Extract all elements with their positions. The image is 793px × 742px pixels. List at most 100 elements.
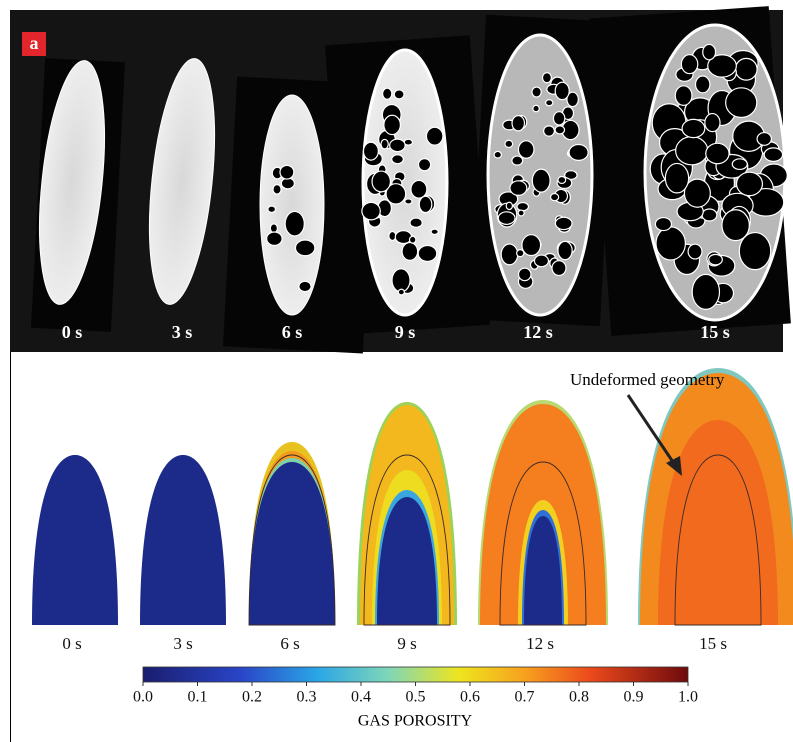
ct-pore	[392, 155, 404, 164]
ct-pore	[551, 194, 559, 201]
ct-pore	[270, 224, 277, 233]
ct-pore	[285, 211, 304, 236]
ct-pore	[280, 165, 294, 179]
ct-pore	[295, 240, 314, 256]
ct-pore	[381, 139, 388, 148]
ct-pore	[426, 127, 442, 145]
ct-pore	[512, 116, 524, 131]
page: {"panel_label": "a", "ct_panel": {"time_…	[0, 0, 793, 742]
ct-pore	[517, 250, 524, 257]
ct-pore	[675, 86, 692, 106]
ct-pore	[682, 119, 705, 137]
ct-pore	[418, 159, 430, 171]
ct-pore	[702, 209, 717, 221]
ct-pore	[411, 180, 427, 198]
ct-pore	[273, 185, 281, 194]
ct-pore	[267, 232, 282, 245]
ct-pore	[419, 196, 432, 212]
ct-pore	[656, 227, 685, 260]
colorbar-tick-label: 0.1	[188, 689, 208, 706]
ct-pore	[555, 217, 572, 229]
ct-pore	[696, 76, 710, 93]
ct-pore	[543, 73, 552, 83]
sim-time-label: 6 s	[280, 634, 299, 653]
ct-pore	[394, 90, 404, 99]
colorbar	[143, 667, 688, 682]
ct-time-label: 9 s	[395, 322, 416, 342]
ct-pore	[392, 269, 410, 292]
ct-time-label: 12 s	[523, 322, 553, 342]
ct-pore	[519, 268, 531, 281]
ct-pore	[665, 163, 688, 192]
ct-pore	[757, 133, 771, 146]
ct-pore	[409, 236, 415, 243]
ct-pore	[410, 218, 422, 227]
ct-pore	[510, 181, 527, 195]
ct-pore	[552, 261, 566, 276]
ct-pore	[431, 229, 438, 234]
ct-pore	[732, 159, 747, 170]
ct-pore	[737, 172, 763, 195]
panel-label: a	[30, 33, 39, 53]
colorbar-label: GAS POROSITY	[358, 713, 473, 730]
ct-pore	[676, 137, 708, 165]
ct-pore	[726, 88, 757, 118]
ct-pore	[569, 144, 588, 160]
ct-pore	[518, 210, 524, 216]
ct-pore	[555, 82, 569, 99]
ct-pore	[706, 143, 729, 163]
ct-pore	[372, 171, 390, 192]
colorbar-tick-label: 1.0	[678, 689, 698, 706]
ct-pore	[512, 156, 523, 165]
ct-pore	[688, 244, 702, 259]
ct-pore	[544, 126, 555, 136]
figure: a 0 s3 s6 s9 s12 s15 s 0 s3 s6 s9 s12 s1…	[0, 0, 793, 742]
ct-pore	[722, 210, 749, 241]
colorbar-tick-label: 0.5	[406, 689, 426, 706]
ct-pore	[558, 177, 566, 184]
colorbar-tick-label: 0.6	[460, 689, 480, 706]
colorbar-tick-label: 0.7	[515, 689, 535, 706]
ct-pore	[518, 141, 534, 158]
ct-pore	[703, 44, 716, 59]
ct-pore	[498, 212, 515, 225]
ct-time-label: 0 s	[62, 322, 83, 342]
ct-pore	[501, 244, 518, 265]
colorbar-tick-label: 0.9	[624, 689, 644, 706]
ct-pore	[506, 202, 512, 209]
ct-pore	[532, 169, 550, 192]
ct-pore	[534, 255, 548, 267]
ct-time-label: 15 s	[700, 322, 730, 342]
colorbar-tick-label: 0.4	[351, 689, 371, 706]
ct-pore	[405, 199, 412, 204]
ct-pore	[709, 254, 723, 265]
ct-pore	[418, 246, 437, 262]
ct-pore	[655, 218, 671, 231]
sim-time-label: 12 s	[526, 634, 554, 653]
ct-pore	[390, 139, 405, 151]
ct-pore	[522, 235, 541, 256]
ct-time-label: 3 s	[172, 322, 193, 342]
colorbar-tick-label: 0.3	[297, 689, 317, 706]
sim-time-label: 0 s	[62, 634, 81, 653]
ct-pore	[555, 126, 564, 134]
ct-pore	[764, 148, 782, 161]
colorbar-tick-label: 0.8	[569, 689, 589, 706]
annotation: Undeformed geometry	[570, 370, 725, 389]
ct-pore	[362, 202, 380, 219]
ct-pore	[494, 151, 501, 158]
colorbar-tick-label: 0.2	[242, 689, 262, 706]
sim-time-label: 15 s	[699, 634, 727, 653]
ct-pore	[398, 289, 404, 295]
ct-pore	[692, 274, 719, 309]
ct-pore	[553, 112, 564, 125]
ct-pore	[384, 115, 401, 134]
ct-pore	[299, 281, 311, 291]
ct-pore	[363, 142, 378, 160]
ct-pore	[505, 140, 513, 147]
colorbar-tick-label: 0.0	[133, 689, 153, 706]
ct-pore	[705, 114, 720, 132]
ct-time-label: 6 s	[282, 322, 303, 342]
sim-time-label: 9 s	[397, 634, 416, 653]
